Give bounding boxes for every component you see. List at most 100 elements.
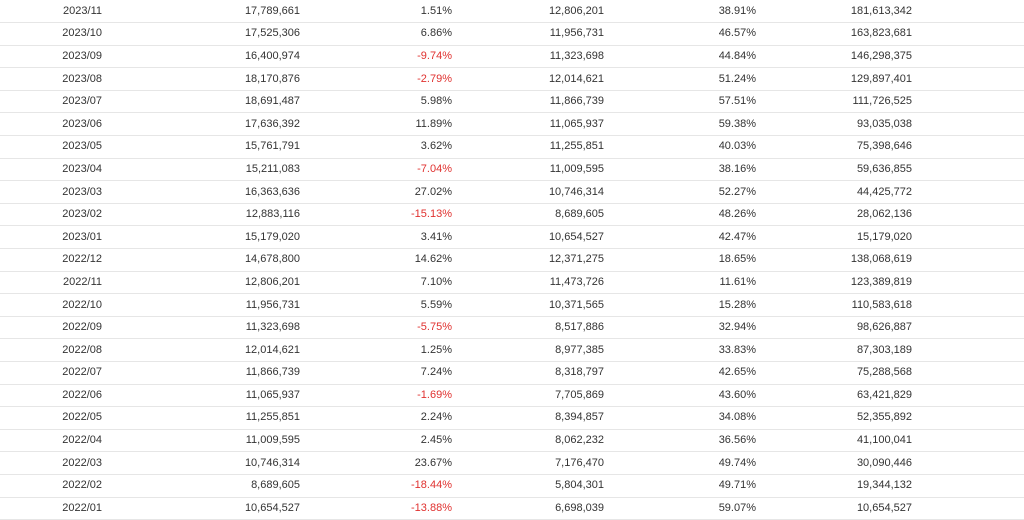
- prior-year-value-cell: 8,517,886: [458, 316, 610, 340]
- table-row: 2022/11 12,806,201 7.10% 11,473,726 11.61% 12…: [0, 271, 1024, 295]
- cumulative-change-cell: 45.10%: [918, 158, 1024, 182]
- prior-year-value-cell: 8,394,857: [458, 406, 610, 430]
- prior-year-value-cell: 11,009,595: [458, 158, 610, 182]
- cumulative-change-cell: 34.85%: [918, 271, 1024, 295]
- cumulative-value-cell: 98,626,887: [762, 316, 918, 340]
- table-row: 2023/10 17,525,306 6.86% 11,956,731 46.57% 16…: [0, 22, 1024, 46]
- mom-change-cell: 5.98%: [306, 90, 458, 114]
- month-cell: 2022/05: [0, 406, 112, 430]
- prior-year-value-cell: 10,654,527: [458, 225, 610, 250]
- value-cell: 15,179,020: [112, 225, 306, 250]
- prior-year-value-cell: 11,473,726: [458, 271, 610, 295]
- month-cell: 2023/11: [0, 0, 112, 24]
- month-cell: 2023/08: [0, 67, 112, 91]
- yoy-change-cell: 57.51%: [610, 90, 762, 114]
- mom-change-cell: 7.10%: [306, 271, 458, 295]
- mom-change-cell: -7.04%: [306, 158, 458, 182]
- table-row: 2023/08 18,170,876 -2.79% 12,014,621 51.24% 1…: [0, 67, 1024, 91]
- month-cell: 2023/01: [0, 225, 112, 250]
- month-cell: 2022/10: [0, 293, 112, 317]
- cumulative-value-cell: 63,421,829: [762, 384, 918, 408]
- table-row: 2022/06 11,065,937 -1.69% 7,705,869 43.60% 63…: [0, 384, 1024, 408]
- yoy-change-cell: 43.60%: [610, 384, 762, 408]
- prior-year-value-cell: 11,255,851: [458, 135, 610, 159]
- yoy-change-cell: 15.28%: [610, 293, 762, 317]
- prior-year-value-cell: 12,806,201: [458, 0, 610, 24]
- cumulative-value-cell: 59,636,855: [762, 158, 918, 182]
- value-cell: 11,065,937: [112, 384, 306, 408]
- cumulative-value-cell: 41,100,041: [762, 429, 918, 453]
- yoy-change-cell: 11.61%: [610, 271, 762, 295]
- mom-change-cell: 2.24%: [306, 406, 458, 430]
- table-row: 2023/07 18,691,487 5.98% 11,866,739 57.51% 11…: [0, 90, 1024, 114]
- mom-change-cell: -15.13%: [306, 203, 458, 227]
- mom-change-cell: -1.69%: [306, 384, 458, 408]
- cumulative-change-cell: 42.80%: [918, 338, 1024, 362]
- cumulative-value-cell: 181,613,342: [762, 0, 918, 24]
- mom-change-cell: 27.02%: [306, 180, 458, 204]
- prior-year-value-cell: 11,866,739: [458, 90, 610, 114]
- cumulative-change-cell: 46.69%: [918, 112, 1024, 137]
- yoy-change-cell: 40.03%: [610, 135, 762, 159]
- table-row: 2023/01 15,179,020 3.41% 10,654,527 42.47% 15…: [0, 225, 1024, 250]
- prior-year-value-cell: 7,705,869: [458, 384, 610, 408]
- cumulative-change-cell: 47.64%: [918, 180, 1024, 204]
- value-cell: 16,363,636: [112, 180, 306, 204]
- cumulative-change-cell: 47.19%: [918, 0, 1024, 24]
- yoy-change-cell: 49.71%: [610, 474, 762, 498]
- month-cell: 2022/03: [0, 451, 112, 475]
- cumulative-value-cell: 15,179,020: [762, 225, 918, 250]
- table-row: 2022/02 8,689,605 -18.44% 5,804,301 49.71% 19…: [0, 474, 1024, 498]
- value-cell: 15,761,791: [112, 135, 306, 159]
- value-cell: 10,654,527: [112, 497, 306, 520]
- yoy-change-cell: 34.08%: [610, 406, 762, 430]
- value-cell: 12,014,621: [112, 338, 306, 362]
- cumulative-value-cell: 138,068,619: [762, 248, 918, 272]
- table-row: 2022/04 11,009,595 2.45% 8,062,232 36.56% 41,…: [0, 429, 1024, 453]
- cumulative-value-cell: 87,303,189: [762, 338, 918, 362]
- cumulative-value-cell: 129,897,401: [762, 67, 918, 91]
- yoy-change-cell: 49.74%: [610, 451, 762, 475]
- table-row: 2023/09 16,400,974 -9.74% 11,323,698 44.84% 1…: [0, 45, 1024, 69]
- month-cell: 2022/12: [0, 248, 112, 272]
- cumulative-change-cell: 45.07%: [918, 203, 1024, 227]
- value-cell: 15,211,083: [112, 158, 306, 182]
- value-cell: 11,255,851: [112, 406, 306, 430]
- prior-year-value-cell: 11,956,731: [458, 22, 610, 46]
- yoy-change-cell: 18.65%: [610, 248, 762, 272]
- cumulative-change-cell: 54.72%: [918, 474, 1024, 498]
- yoy-change-cell: 52.27%: [610, 180, 762, 204]
- value-cell: 14,678,800: [112, 248, 306, 272]
- mom-change-cell: -18.44%: [306, 474, 458, 498]
- prior-year-value-cell: 8,977,385: [458, 338, 610, 362]
- value-cell: 10,746,314: [112, 451, 306, 475]
- mom-change-cell: 7.24%: [306, 361, 458, 385]
- month-cell: 2023/07: [0, 90, 112, 114]
- cumulative-value-cell: 110,583,618: [762, 293, 918, 317]
- table-row: 2023/11 17,789,661 1.51% 12,806,201 38.91% 18…: [0, 0, 1024, 24]
- table-row: 2022/12 14,678,800 14.62% 12,371,275 18.65% 1…: [0, 248, 1024, 272]
- table-row: 2022/09 11,323,698 -5.75% 8,517,886 32.94% 98…: [0, 316, 1024, 340]
- mom-change-cell: -13.88%: [306, 497, 458, 520]
- mom-change-cell: 6.86%: [306, 22, 458, 46]
- cumulative-value-cell: 75,288,568: [762, 361, 918, 385]
- mom-change-cell: 11.89%: [306, 112, 458, 137]
- mom-change-cell: 1.51%: [306, 0, 458, 24]
- cumulative-value-cell: 10,654,527: [762, 497, 918, 520]
- cumulative-change-cell: 38.18%: [918, 293, 1024, 317]
- yoy-change-cell: 42.65%: [610, 361, 762, 385]
- yoy-change-cell: 48.26%: [610, 203, 762, 227]
- table-row: 2023/06 17,636,392 11.89% 11,065,937 59.38% 9…: [0, 112, 1024, 137]
- prior-year-value-cell: 11,065,937: [458, 112, 610, 137]
- table-row: 2023/02 12,883,116 -15.13% 8,689,605 48.26% 2…: [0, 203, 1024, 227]
- prior-year-value-cell: 7,176,470: [458, 451, 610, 475]
- table-row: 2023/05 15,761,791 3.62% 11,255,851 40.03% 75…: [0, 135, 1024, 159]
- table-row: 2022/07 11,866,739 7.24% 8,318,797 42.65% 75,…: [0, 361, 1024, 385]
- cumulative-change-cell: 48.34%: [918, 45, 1024, 69]
- mom-change-cell: -2.79%: [306, 67, 458, 91]
- cumulative-value-cell: 44,425,772: [762, 180, 918, 204]
- prior-year-value-cell: 6,698,039: [458, 497, 610, 520]
- cumulative-change-cell: 48.40%: [918, 90, 1024, 114]
- yoy-change-cell: 51.24%: [610, 67, 762, 91]
